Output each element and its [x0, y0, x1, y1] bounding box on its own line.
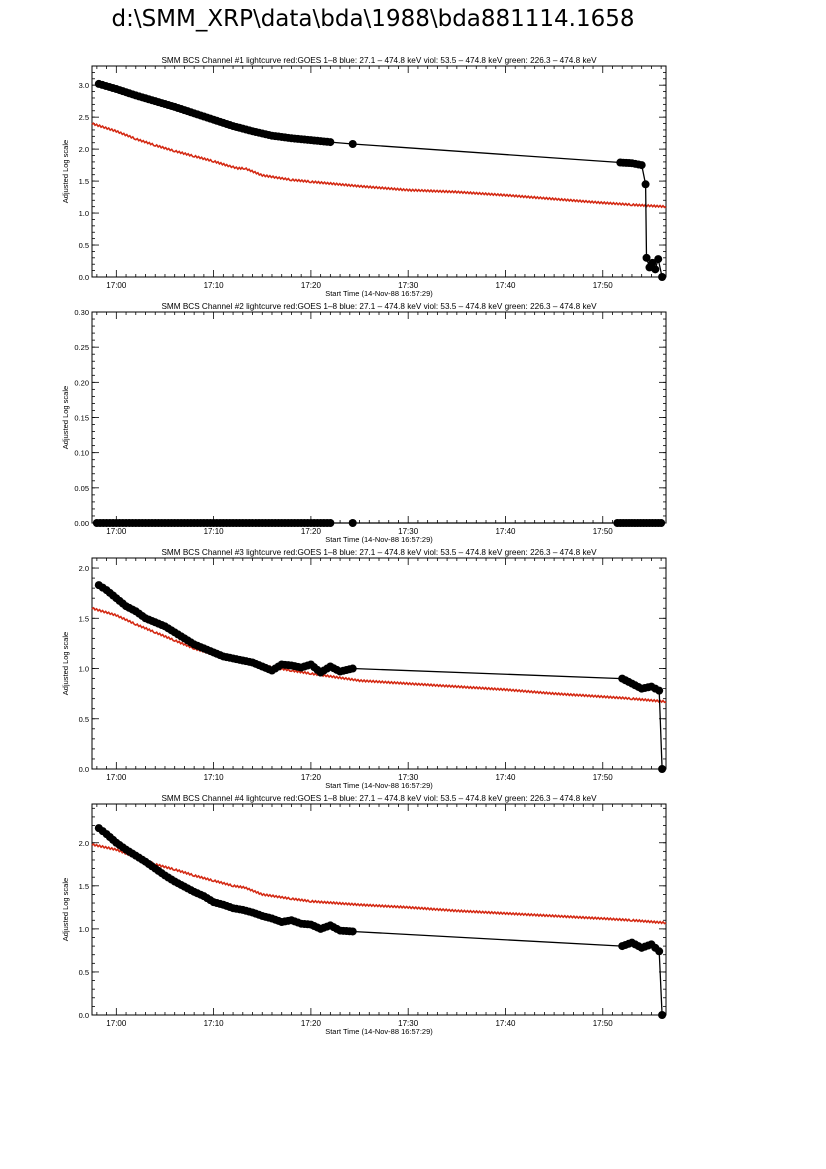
y-tick-label: 1.5 — [79, 882, 89, 891]
x-tick-label: 17:00 — [106, 773, 127, 782]
data-point — [658, 273, 667, 281]
x-tick-label: 17:30 — [398, 1019, 419, 1028]
x-tick-label: 17:10 — [204, 1019, 225, 1028]
y-axis-label: Adjusted Log scale — [61, 632, 70, 695]
data-point — [642, 253, 651, 262]
chart-title: SMM BCS Channel #4 lightcurve red:GOES 1… — [161, 794, 597, 803]
x-tick-label: 17:00 — [106, 281, 127, 290]
x-tick-label: 17:50 — [593, 281, 614, 290]
y-tick-label: 1.5 — [79, 177, 89, 186]
y-tick-label: 1.0 — [79, 209, 89, 218]
x-tick-label: 17:20 — [301, 281, 322, 290]
data-point — [658, 1011, 667, 1019]
data-point — [655, 947, 664, 956]
data-point — [348, 140, 357, 149]
chart-title: SMM BCS Channel #3 lightcurve red:GOES 1… — [161, 548, 597, 557]
chart-panel-4: SMM BCS Channel #4 lightcurve red:GOES 1… — [61, 794, 667, 1036]
x-axis-label: Start Time (14-Nov-88 16:57:29) — [325, 535, 433, 544]
y-tick-label: 1.0 — [79, 925, 89, 934]
data-point — [655, 686, 664, 695]
x-tick-label: 17:00 — [106, 527, 127, 536]
x-tick-label: 17:30 — [398, 281, 419, 290]
y-tick-label: 2.0 — [79, 145, 89, 154]
data-point — [637, 161, 646, 170]
x-axis-label: Start Time (14-Nov-88 16:57:29) — [325, 781, 433, 790]
plot-frame — [91, 65, 667, 278]
data-point — [326, 138, 335, 147]
plot-frame — [91, 557, 667, 770]
y-tick-label: 0.20 — [74, 378, 89, 387]
chart-title: SMM BCS Channel #2 lightcurve red:GOES 1… — [161, 302, 597, 311]
x-tick-label: 17:40 — [495, 527, 516, 536]
data-point — [348, 927, 357, 936]
y-tick-label: 0.00 — [74, 519, 89, 528]
y-tick-label: 0.25 — [74, 343, 89, 352]
x-tick-label: 17:10 — [204, 281, 225, 290]
chart-title: SMM BCS Channel #1 lightcurve red:GOES 1… — [161, 56, 597, 65]
y-tick-label: 2.0 — [79, 839, 89, 848]
y-tick-label: 0.30 — [74, 308, 89, 317]
chart-panel-3: SMM BCS Channel #3 lightcurve red:GOES 1… — [61, 548, 667, 790]
y-axis-label: Adjusted Log scale — [61, 878, 70, 941]
series-bcs-line — [98, 827, 663, 1016]
y-tick-label: 2.0 — [79, 564, 89, 573]
y-tick-label: 0.5 — [79, 968, 89, 977]
x-axis-label: Start Time (14-Nov-88 16:57:29) — [325, 289, 433, 298]
x-tick-label: 17:40 — [495, 1019, 516, 1028]
y-tick-label: 0.05 — [74, 484, 89, 493]
x-tick-label: 17:20 — [301, 527, 322, 536]
data-point — [348, 664, 357, 673]
y-axis-label: Adjusted Log scale — [61, 386, 70, 449]
y-tick-label: 0.10 — [74, 449, 89, 458]
x-tick-label: 17:40 — [495, 281, 516, 290]
page-title: d:\SMM_XRP\data\bda\1988\bda881114.1658 — [111, 6, 635, 32]
plot-frame — [91, 311, 667, 524]
x-tick-label: 17:10 — [204, 527, 225, 536]
y-tick-label: 1.0 — [79, 665, 89, 674]
y-tick-label: 0.5 — [79, 715, 89, 724]
y-tick-label: 0.0 — [79, 273, 89, 282]
y-tick-label: 0.0 — [79, 765, 89, 774]
y-tick-label: 1.5 — [79, 614, 89, 623]
data-point — [657, 519, 666, 527]
x-tick-label: 17:50 — [593, 1019, 614, 1028]
y-axis-label: Adjusted Log scale — [61, 140, 70, 203]
x-tick-label: 17:20 — [301, 1019, 322, 1028]
x-tick-label: 17:50 — [593, 527, 614, 536]
series-bcs-line — [98, 584, 663, 770]
x-tick-label: 17:10 — [204, 773, 225, 782]
data-point — [658, 765, 667, 773]
chart-panel-1: SMM BCS Channel #1 lightcurve red:GOES 1… — [61, 56, 667, 298]
x-tick-label: 17:00 — [106, 1019, 127, 1028]
series-goes-line — [91, 606, 667, 704]
y-tick-label: 0.0 — [79, 1011, 89, 1020]
y-tick-label: 0.15 — [74, 414, 89, 423]
y-tick-label: 2.5 — [79, 113, 89, 122]
x-tick-label: 17:20 — [301, 773, 322, 782]
x-axis-label: Start Time (14-Nov-88 16:57:29) — [325, 1027, 433, 1036]
data-point — [648, 258, 657, 267]
y-tick-label: 3.0 — [79, 81, 89, 90]
data-point — [326, 519, 335, 527]
series-goes-line — [91, 842, 667, 925]
chart-panel-2: SMM BCS Channel #2 lightcurve red:GOES 1… — [61, 302, 667, 544]
data-point — [641, 180, 650, 189]
plot-frame — [91, 803, 667, 1016]
series-goes-line — [91, 122, 667, 209]
data-point — [651, 265, 660, 274]
x-tick-label: 17:30 — [398, 527, 419, 536]
data-point — [348, 519, 357, 527]
y-tick-label: 0.5 — [79, 241, 89, 250]
x-tick-label: 17:30 — [398, 773, 419, 782]
x-tick-label: 17:40 — [495, 773, 516, 782]
data-point — [654, 255, 663, 264]
x-tick-label: 17:50 — [593, 773, 614, 782]
